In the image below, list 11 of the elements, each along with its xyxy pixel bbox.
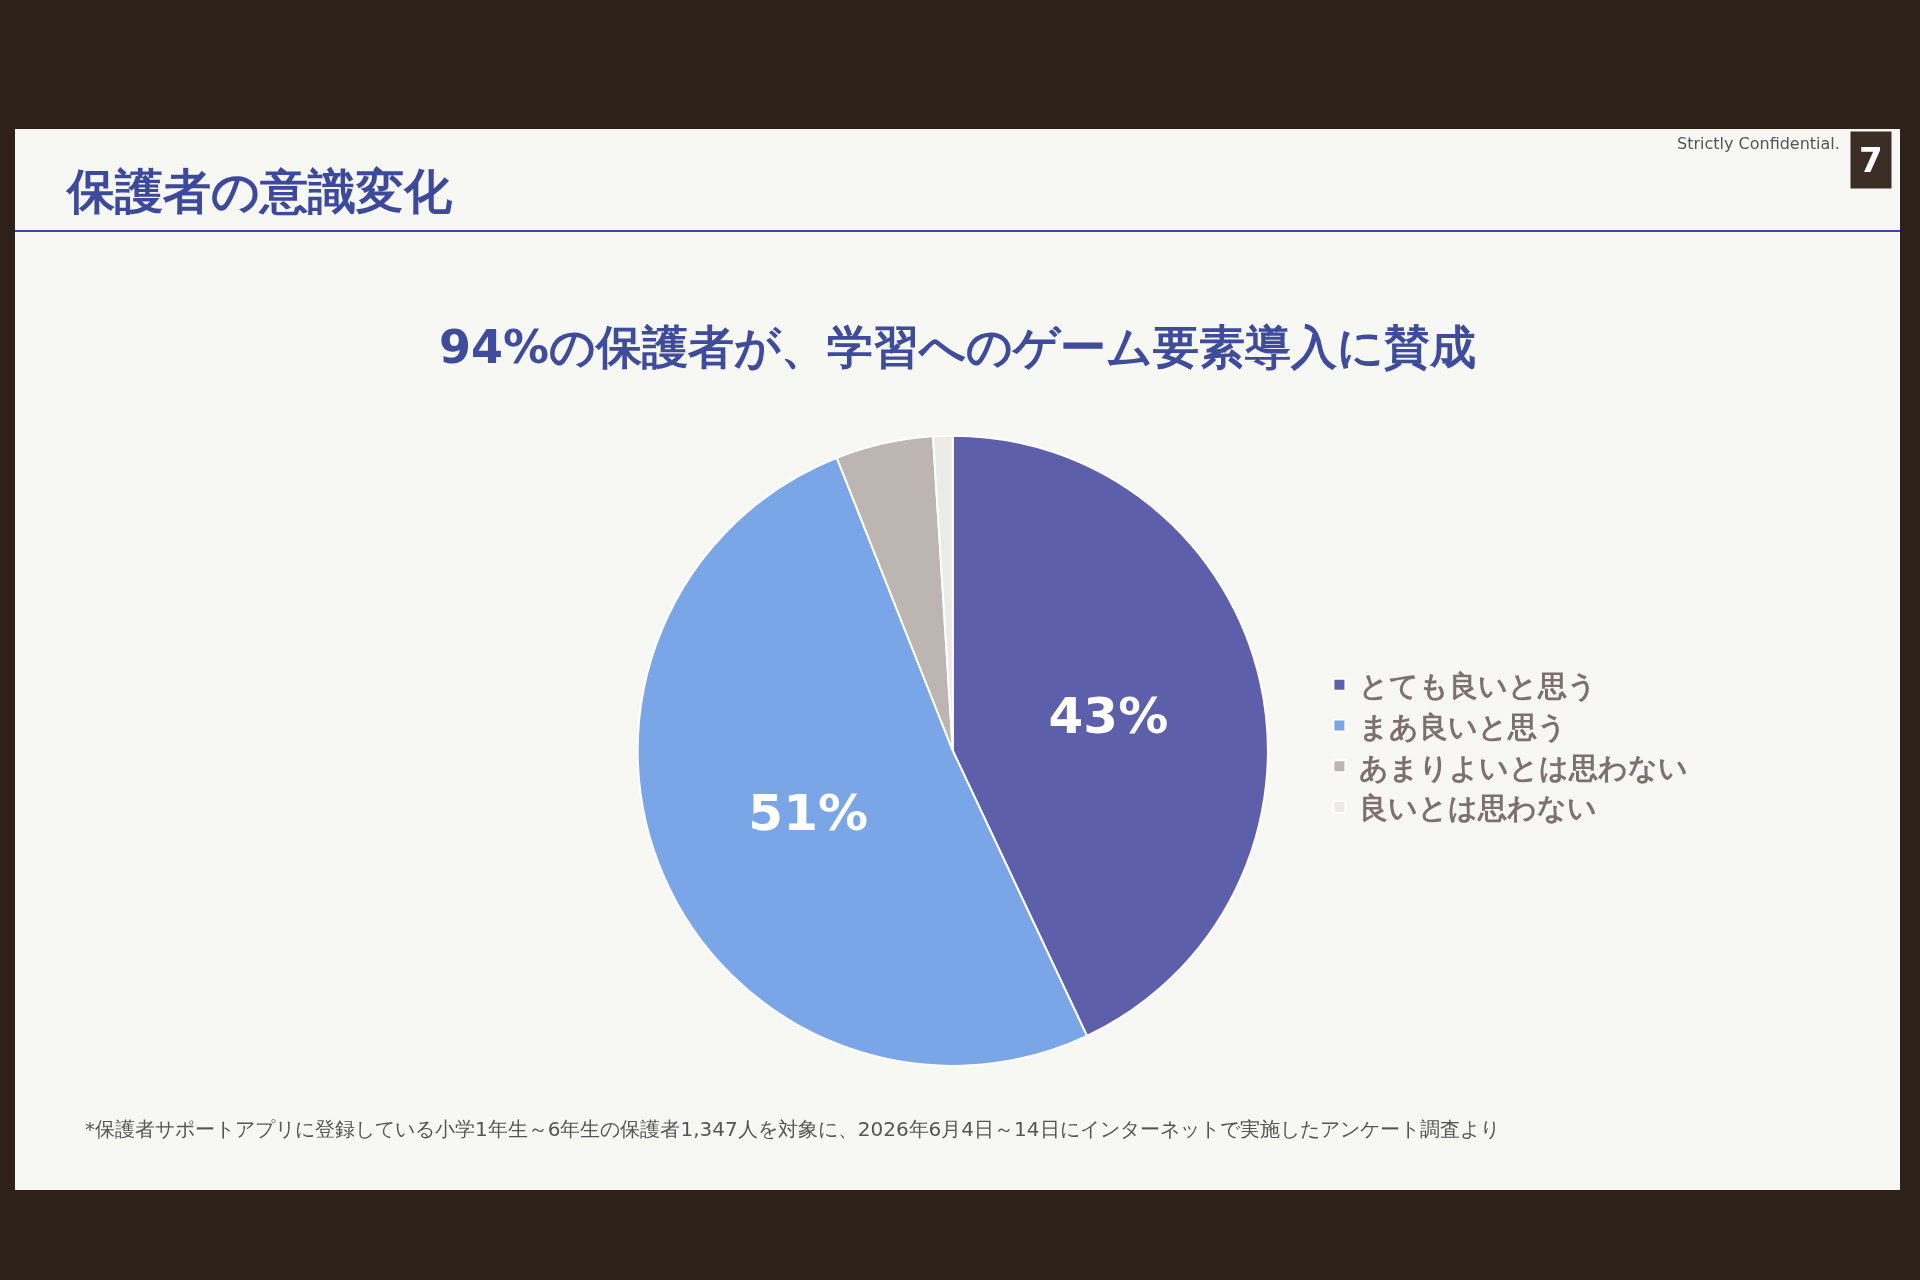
chart-title: 保護者の意識変化 — [65, 162, 453, 219]
data-label: 43% — [1048, 686, 1169, 745]
legend-label: とても良いと思う — [1359, 669, 1598, 704]
chart-subtitle: 94%の保護者が、学習へのゲーム要素導入に賛成 — [439, 320, 1477, 374]
data-label: 51% — [748, 784, 869, 843]
legend-label: あまりよいとは思わない — [1359, 750, 1689, 785]
text: Strictly Confidential. — [1677, 134, 1840, 153]
legend-label: まあ良いと思う — [1359, 709, 1568, 744]
text: 7 — [1859, 140, 1883, 180]
text: *保護者サポートアプリに登録している小学1年生～6年生の保護者1,347人を対象に、2026年6月4日～14日にインターネットで実施したアンケート調査より — [85, 1117, 1500, 1141]
legend-label: 良いとは思わない — [1359, 791, 1598, 826]
